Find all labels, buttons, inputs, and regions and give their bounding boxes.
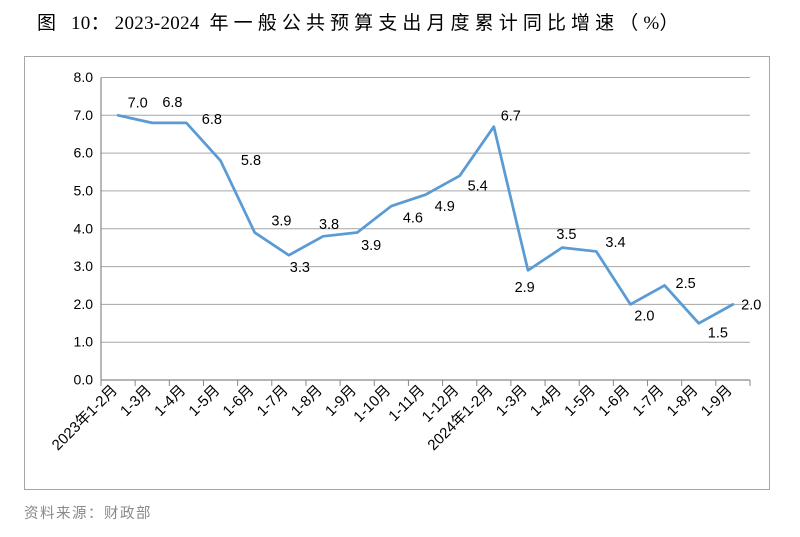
svg-text:6.0: 6.0 [74, 145, 94, 161]
svg-text:1-9月: 1-9月 [698, 382, 736, 420]
svg-text:2.5: 2.5 [676, 276, 696, 292]
svg-text:3.9: 3.9 [271, 214, 291, 230]
svg-text:1-4月: 1-4月 [527, 382, 565, 420]
svg-text:7.0: 7.0 [74, 107, 94, 123]
svg-text:5.0: 5.0 [74, 182, 94, 198]
svg-text:3.8: 3.8 [319, 217, 339, 233]
svg-text:6.8: 6.8 [202, 112, 222, 128]
svg-text:8.0: 8.0 [74, 69, 94, 85]
svg-text:2.0: 2.0 [74, 296, 94, 312]
svg-text:0.0: 0.0 [74, 372, 94, 388]
svg-text:2023年1-2月: 2023年1-2月 [49, 382, 121, 454]
svg-text:3.9: 3.9 [361, 238, 381, 254]
svg-text:1-3月: 1-3月 [117, 382, 155, 420]
svg-text:1-6月: 1-6月 [220, 382, 258, 420]
svg-text:1-8月: 1-8月 [288, 382, 326, 420]
svg-text:2.9: 2.9 [515, 280, 535, 296]
svg-text:4.9: 4.9 [435, 199, 455, 215]
svg-text:1-7月: 1-7月 [254, 382, 292, 420]
svg-text:7.0: 7.0 [128, 96, 148, 112]
svg-text:1-4月: 1-4月 [151, 382, 189, 420]
svg-text:1-3月: 1-3月 [493, 382, 531, 420]
svg-text:3.5: 3.5 [556, 227, 576, 243]
svg-text:6.8: 6.8 [162, 95, 182, 111]
svg-text:2.0: 2.0 [634, 309, 654, 325]
svg-text:2.0: 2.0 [741, 297, 761, 313]
svg-text:1-5月: 1-5月 [185, 382, 223, 420]
svg-text:1-8月: 1-8月 [664, 382, 702, 420]
svg-text:3.3: 3.3 [290, 260, 310, 276]
svg-text:1-11月: 1-11月 [385, 382, 428, 425]
svg-text:4.0: 4.0 [74, 220, 94, 236]
svg-text:1-6月: 1-6月 [595, 382, 633, 420]
svg-text:1.0: 1.0 [74, 334, 94, 350]
svg-text:1-10月: 1-10月 [350, 382, 394, 426]
svg-text:1-7月: 1-7月 [629, 382, 667, 420]
svg-text:1.5: 1.5 [708, 326, 728, 342]
svg-text:4.6: 4.6 [403, 210, 423, 226]
svg-text:6.7: 6.7 [501, 109, 521, 125]
svg-text:3.0: 3.0 [74, 258, 94, 274]
svg-text:5.4: 5.4 [468, 178, 488, 194]
svg-text:3.4: 3.4 [605, 235, 625, 251]
svg-text:1-5月: 1-5月 [561, 382, 599, 420]
svg-text:5.8: 5.8 [241, 153, 261, 169]
